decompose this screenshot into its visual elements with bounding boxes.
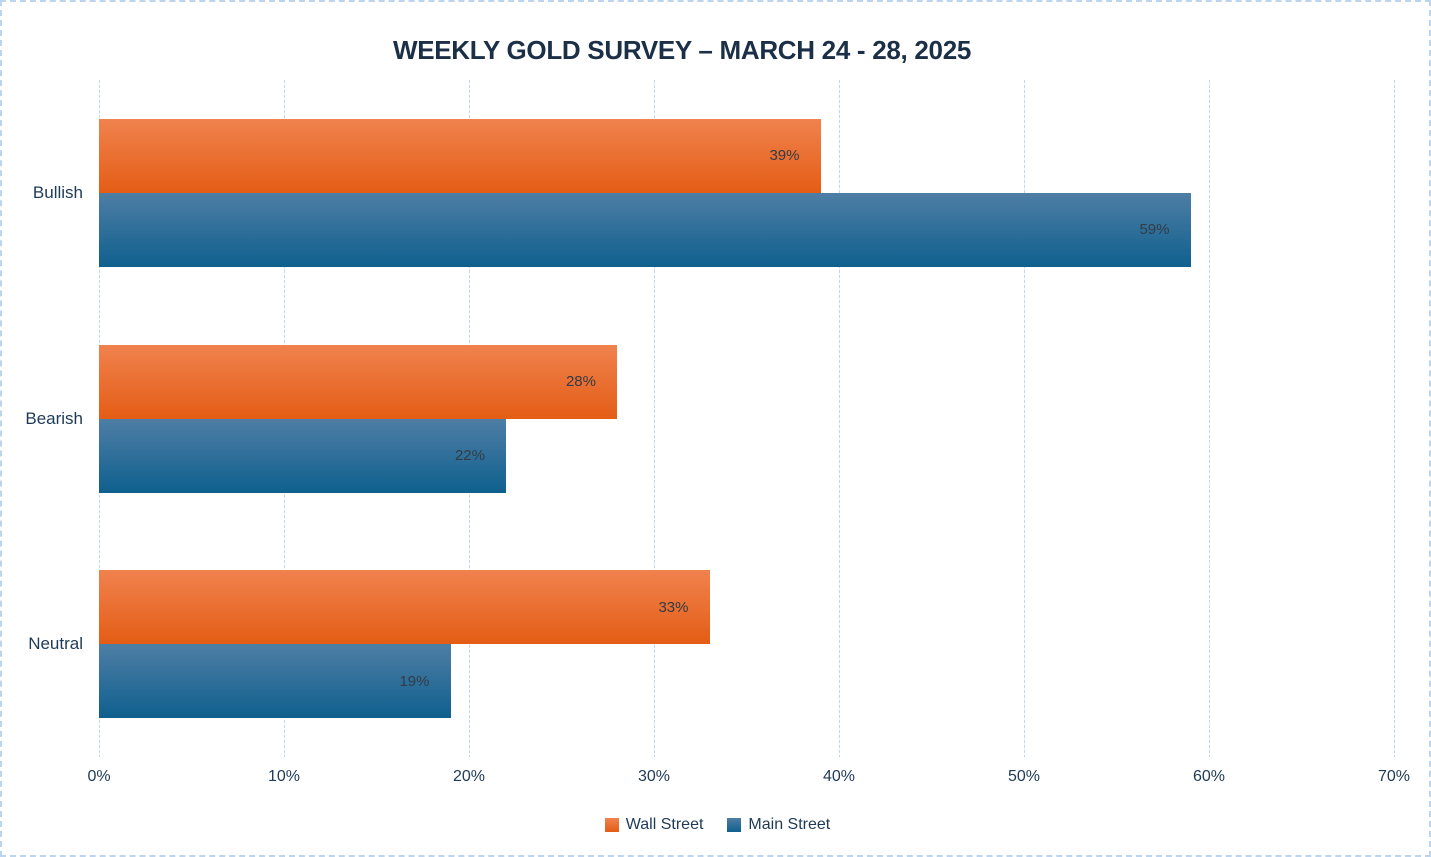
gridline-50-: [1024, 80, 1025, 757]
legend: Wall Street Main Street: [2, 816, 1429, 834]
bar-wall-street-bearish: 28%: [99, 344, 617, 419]
y-axis-category-labels: Bullish Bearish Neutral: [2, 80, 83, 757]
category-label-bullish: Bullish: [32, 182, 83, 202]
legend-label: Main Street: [748, 816, 831, 833]
x-tick-label-10-: 10%: [267, 768, 301, 785]
x-tick-label-50-: 50%: [1007, 768, 1041, 785]
x-tick-label-60-: 60%: [1192, 768, 1226, 785]
bar-main-street-neutral: 19%: [99, 644, 451, 719]
bar-wall-street-bullish: 39%: [99, 118, 821, 193]
legend-item-main-street: Main Street: [727, 816, 830, 834]
x-tick-label-0-: 0%: [87, 768, 111, 785]
bar-value-label: 59%: [1139, 221, 1170, 239]
bar-wall-street-neutral: 33%: [99, 570, 710, 645]
chart-title: WEEKLY GOLD SURVEY – MARCH 24 - 28, 2025: [392, 35, 972, 65]
category-label-neutral: Neutral: [28, 634, 83, 654]
bar-value-label: 39%: [769, 147, 800, 165]
legend-swatch-main-street-icon: [727, 818, 742, 832]
x-tick-label-20-: 20%: [452, 768, 486, 785]
legend-item-wall-street: Wall Street: [604, 816, 704, 834]
category-label-bearish: Bearish: [25, 408, 83, 428]
gridline-40-: [839, 80, 840, 757]
legend-label: Wall Street: [625, 816, 704, 833]
legend-swatch-wall-street-icon: [604, 818, 619, 832]
bar-value-label: 19%: [399, 672, 430, 690]
x-tick-label-40-: 40%: [822, 768, 856, 785]
bar-main-street-bullish: 59%: [99, 192, 1191, 267]
bar-value-label: 33%: [658, 598, 689, 616]
x-tick-label-70-: 70%: [1377, 768, 1411, 785]
bar-main-street-bearish: 22%: [99, 418, 506, 493]
gridline-30-: [654, 80, 655, 757]
gridline-60-: [1209, 80, 1210, 757]
x-tick-label-30-: 30%: [637, 768, 671, 785]
bar-value-label: 28%: [565, 373, 596, 390]
bar-value-label: 22%: [454, 447, 485, 464]
plot-area: 39% 59% 28% 22% 33% 19%: [99, 80, 1395, 757]
gridline-70-: [1394, 80, 1395, 757]
